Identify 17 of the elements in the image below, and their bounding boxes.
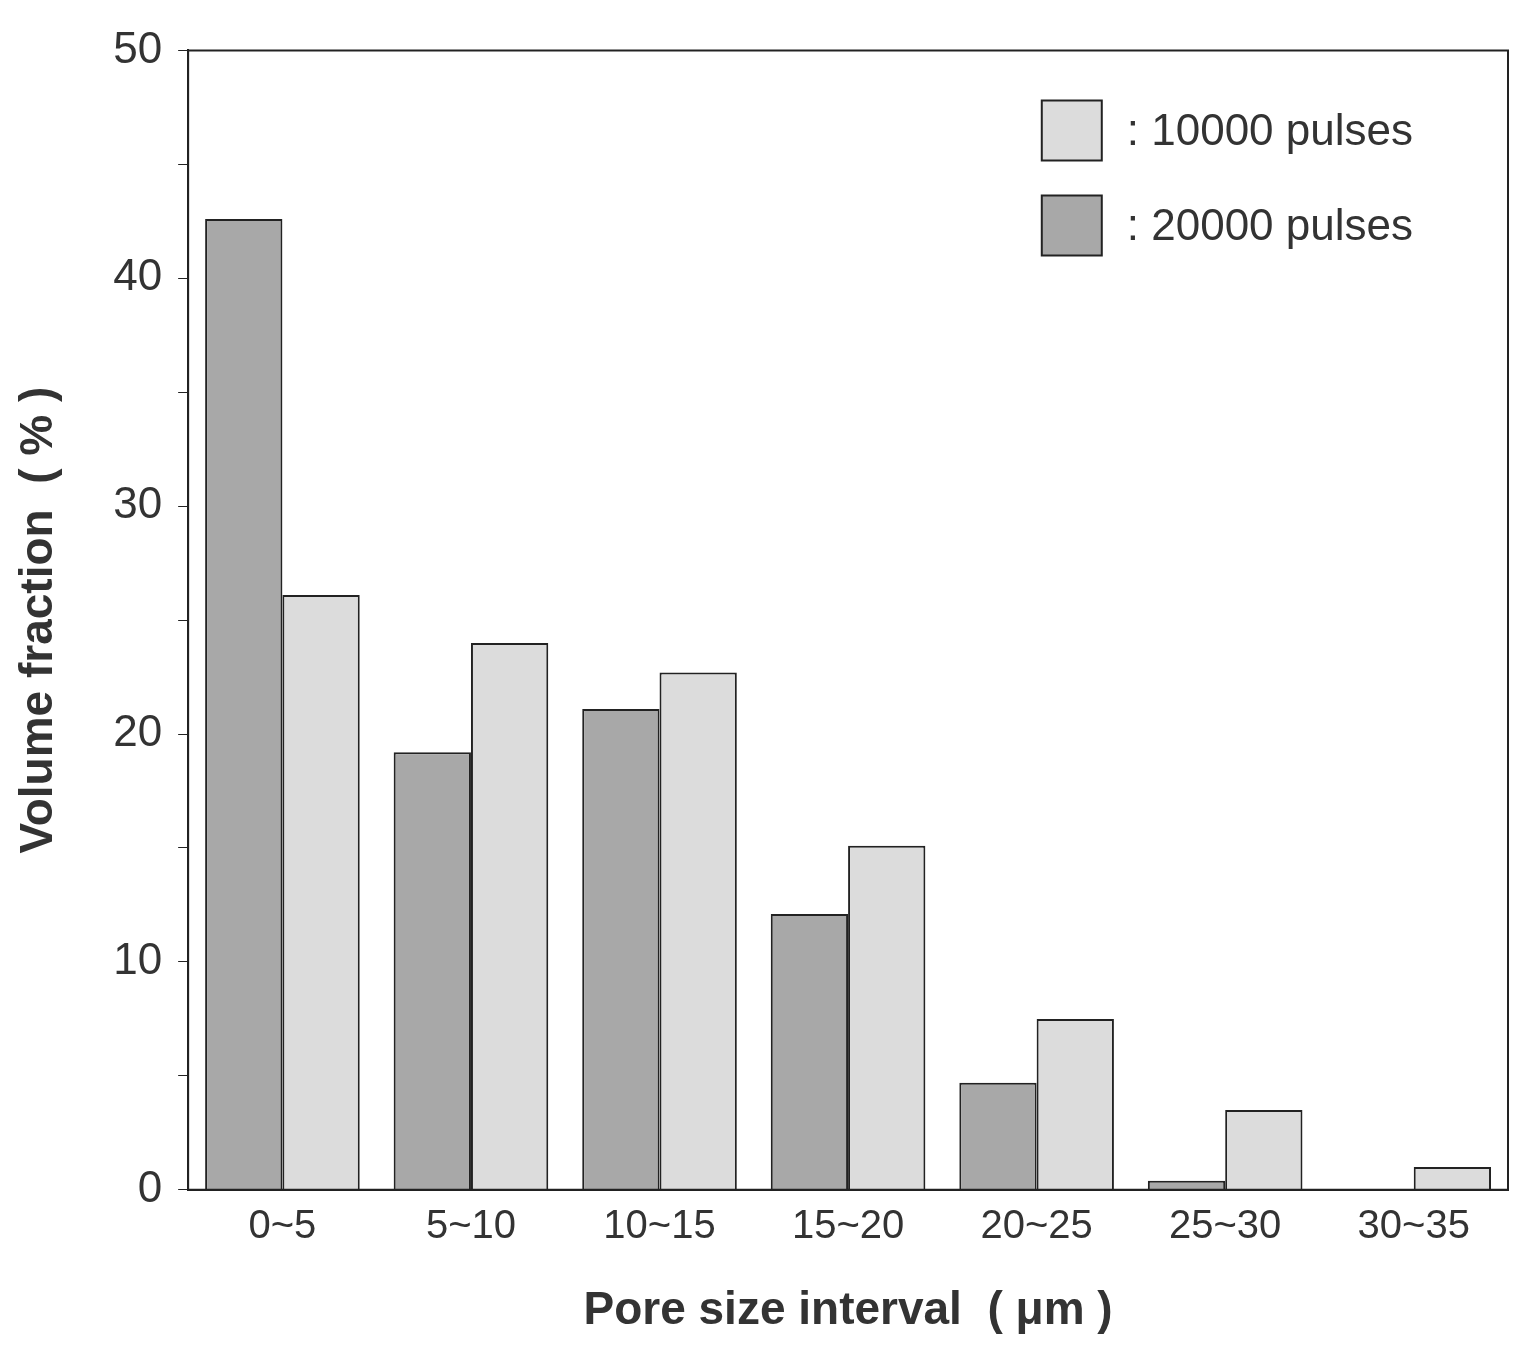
legend-label: : 20000 pulses	[1126, 199, 1413, 249]
x-tick-label: 5~10	[425, 1201, 517, 1246]
y-tick-label: 10	[113, 934, 163, 984]
x-tick-label: 0~5	[248, 1201, 317, 1246]
y-axis-title: Volume fraction ( % )	[10, 386, 63, 854]
y-tick-label: 20	[113, 706, 163, 756]
x-tick-label: 20~25	[980, 1201, 1093, 1246]
y-tick-label: 50	[113, 22, 163, 72]
y-tick-label: 40	[113, 250, 163, 300]
y-tick-label: 30	[113, 478, 163, 528]
x-tick-label: 10~15	[603, 1201, 716, 1246]
x-tick-label: 25~30	[1169, 1201, 1282, 1246]
legend-label: : 10000 pulses	[1126, 104, 1413, 154]
x-tick-label: 15~20	[791, 1201, 905, 1246]
y-tick-label: 0	[137, 1161, 163, 1211]
x-axis-title: Pore size interval ( μm )	[583, 1282, 1113, 1335]
x-tick-label: 30~35	[1357, 1201, 1470, 1246]
